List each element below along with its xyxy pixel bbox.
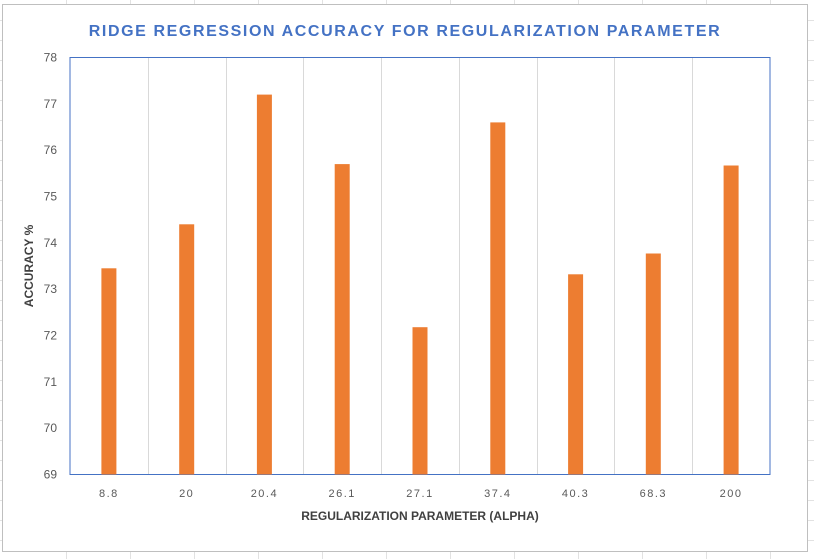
x-tick-label: 20 — [179, 488, 194, 500]
y-tick-label: 74 — [44, 236, 58, 250]
y-tick-label: 77 — [44, 97, 58, 111]
x-tick-label: 27.1 — [406, 488, 433, 500]
y-tick-label: 69 — [44, 468, 58, 482]
y-axis-tick-labels: 69 70 71 72 73 74 75 76 77 78 — [44, 51, 58, 482]
bar-26.1[interactable] — [334, 164, 350, 475]
x-tick-label: 40.3 — [562, 488, 589, 500]
chart-title: RIDGE REGRESSION ACCURACY FOR REGULARIZA… — [89, 23, 722, 40]
bar-20.4[interactable] — [256, 94, 272, 475]
x-tick-label: 68.3 — [640, 488, 667, 500]
x-axis-tick-labels: 8.8 20 20.4 26.1 27.1 37.4 40.3 68.3 200 — [99, 488, 743, 500]
y-tick-label: 71 — [44, 375, 58, 389]
y-tick-label: 70 — [44, 421, 58, 435]
x-tick-label: 37.4 — [484, 488, 511, 500]
x-tick-label: 200 — [720, 488, 743, 500]
x-tick-label: 20.4 — [251, 488, 278, 500]
vertical-gridlines — [148, 57, 693, 475]
y-tick-label: 75 — [44, 190, 58, 204]
x-tick-label: 8.8 — [99, 488, 119, 500]
y-tick-label: 76 — [44, 143, 58, 157]
bar-68.3[interactable] — [645, 253, 661, 475]
y-tick-label: 72 — [44, 329, 58, 343]
x-axis-title: REGULARIZATION PARAMETER (ALPHA) — [301, 509, 539, 523]
bar-200[interactable] — [723, 165, 739, 475]
bar-series — [101, 94, 739, 475]
y-tick-label: 73 — [44, 282, 58, 296]
bar-27.1[interactable] — [412, 327, 428, 475]
bar-20[interactable] — [179, 224, 195, 475]
y-tick-label: 78 — [44, 51, 58, 65]
bar-37.4[interactable] — [490, 122, 506, 475]
bar-8.8[interactable] — [101, 268, 117, 475]
y-axis-title: ACCURACY % — [22, 224, 36, 307]
chart-area[interactable] — [2, 4, 808, 552]
bar-40.3[interactable] — [568, 274, 584, 475]
x-tick-label: 26.1 — [328, 488, 355, 500]
